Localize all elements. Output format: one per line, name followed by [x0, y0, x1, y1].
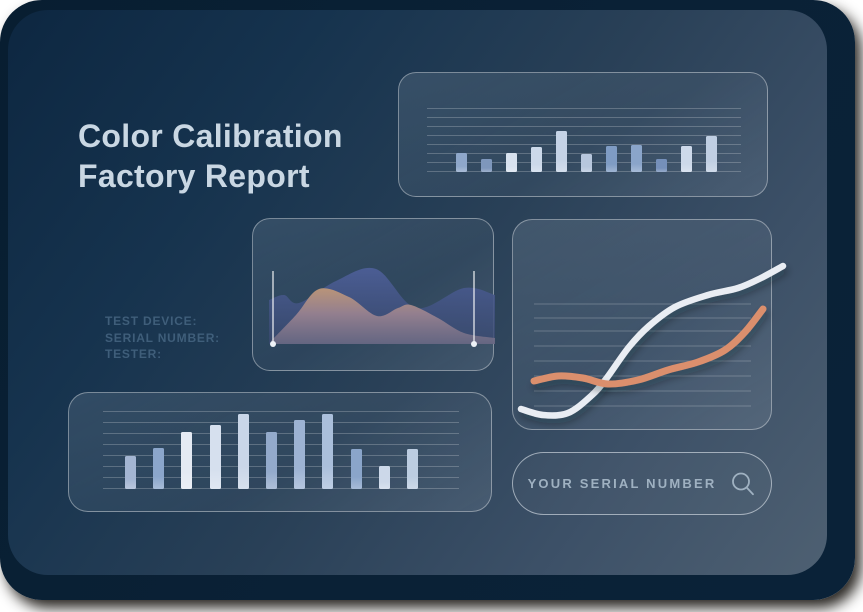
bar [153, 448, 165, 489]
gridline [103, 433, 459, 434]
gridline [103, 466, 459, 467]
bar [531, 147, 542, 172]
page-title: Color Calibration Factory Report [78, 116, 343, 196]
meta-test-device-label: TEST DEVICE: [105, 314, 198, 328]
dual-line-chart-panel [512, 219, 787, 430]
bar [378, 466, 390, 489]
bar [294, 420, 306, 489]
gridline [427, 153, 741, 154]
dual-line-chart [517, 262, 787, 419]
bar [237, 414, 249, 489]
gridline [427, 117, 741, 118]
report-card: Color Calibration Factory Report TEST DE… [8, 10, 827, 575]
bar [266, 432, 277, 489]
gridline [103, 477, 459, 478]
serial-number-search-label: YOUR SERIAL NUMBER [527, 476, 717, 491]
bar [681, 146, 692, 172]
bar [407, 449, 418, 489]
wave-area-chart-panel [252, 218, 495, 371]
front-wave [271, 288, 495, 344]
gridline [103, 444, 459, 445]
bar [581, 154, 592, 172]
gridline [103, 411, 459, 412]
meta-labels: TEST DEVICE: SERIAL NUMBER: TESTER: [105, 313, 220, 363]
bar [125, 456, 136, 489]
line-orange [530, 305, 767, 388]
wave-area-chart [269, 267, 495, 347]
bar [181, 432, 193, 489]
meta-tester-label: TESTER: [105, 347, 162, 361]
gridline [427, 126, 741, 127]
line-light [517, 262, 787, 419]
gridline [103, 455, 459, 456]
gridline [103, 422, 459, 423]
top-bar-chart-panel [398, 72, 768, 197]
gridline [427, 135, 741, 136]
page-title-line2: Factory Report [78, 158, 310, 194]
gridline [427, 108, 741, 109]
bar [481, 159, 492, 172]
bar [506, 153, 517, 172]
page-title-line1: Color Calibration [78, 118, 343, 154]
search-icon[interactable] [730, 471, 756, 497]
bottom-bar-chart-panel [68, 392, 492, 512]
bar [631, 145, 642, 172]
top-bar-chart-plot [427, 108, 741, 172]
gridline [103, 488, 459, 489]
bar [656, 159, 667, 172]
bar [706, 136, 717, 172]
bar [606, 146, 617, 172]
bar [556, 131, 567, 172]
gridline [427, 144, 741, 145]
bottom-bar-chart-plot [103, 411, 459, 489]
bar [209, 425, 221, 489]
serial-number-search[interactable]: YOUR SERIAL NUMBER [512, 452, 772, 515]
bar [456, 153, 467, 172]
bar [322, 414, 334, 489]
meta-serial-number-label: SERIAL NUMBER: [105, 330, 220, 345]
bar [350, 449, 362, 489]
